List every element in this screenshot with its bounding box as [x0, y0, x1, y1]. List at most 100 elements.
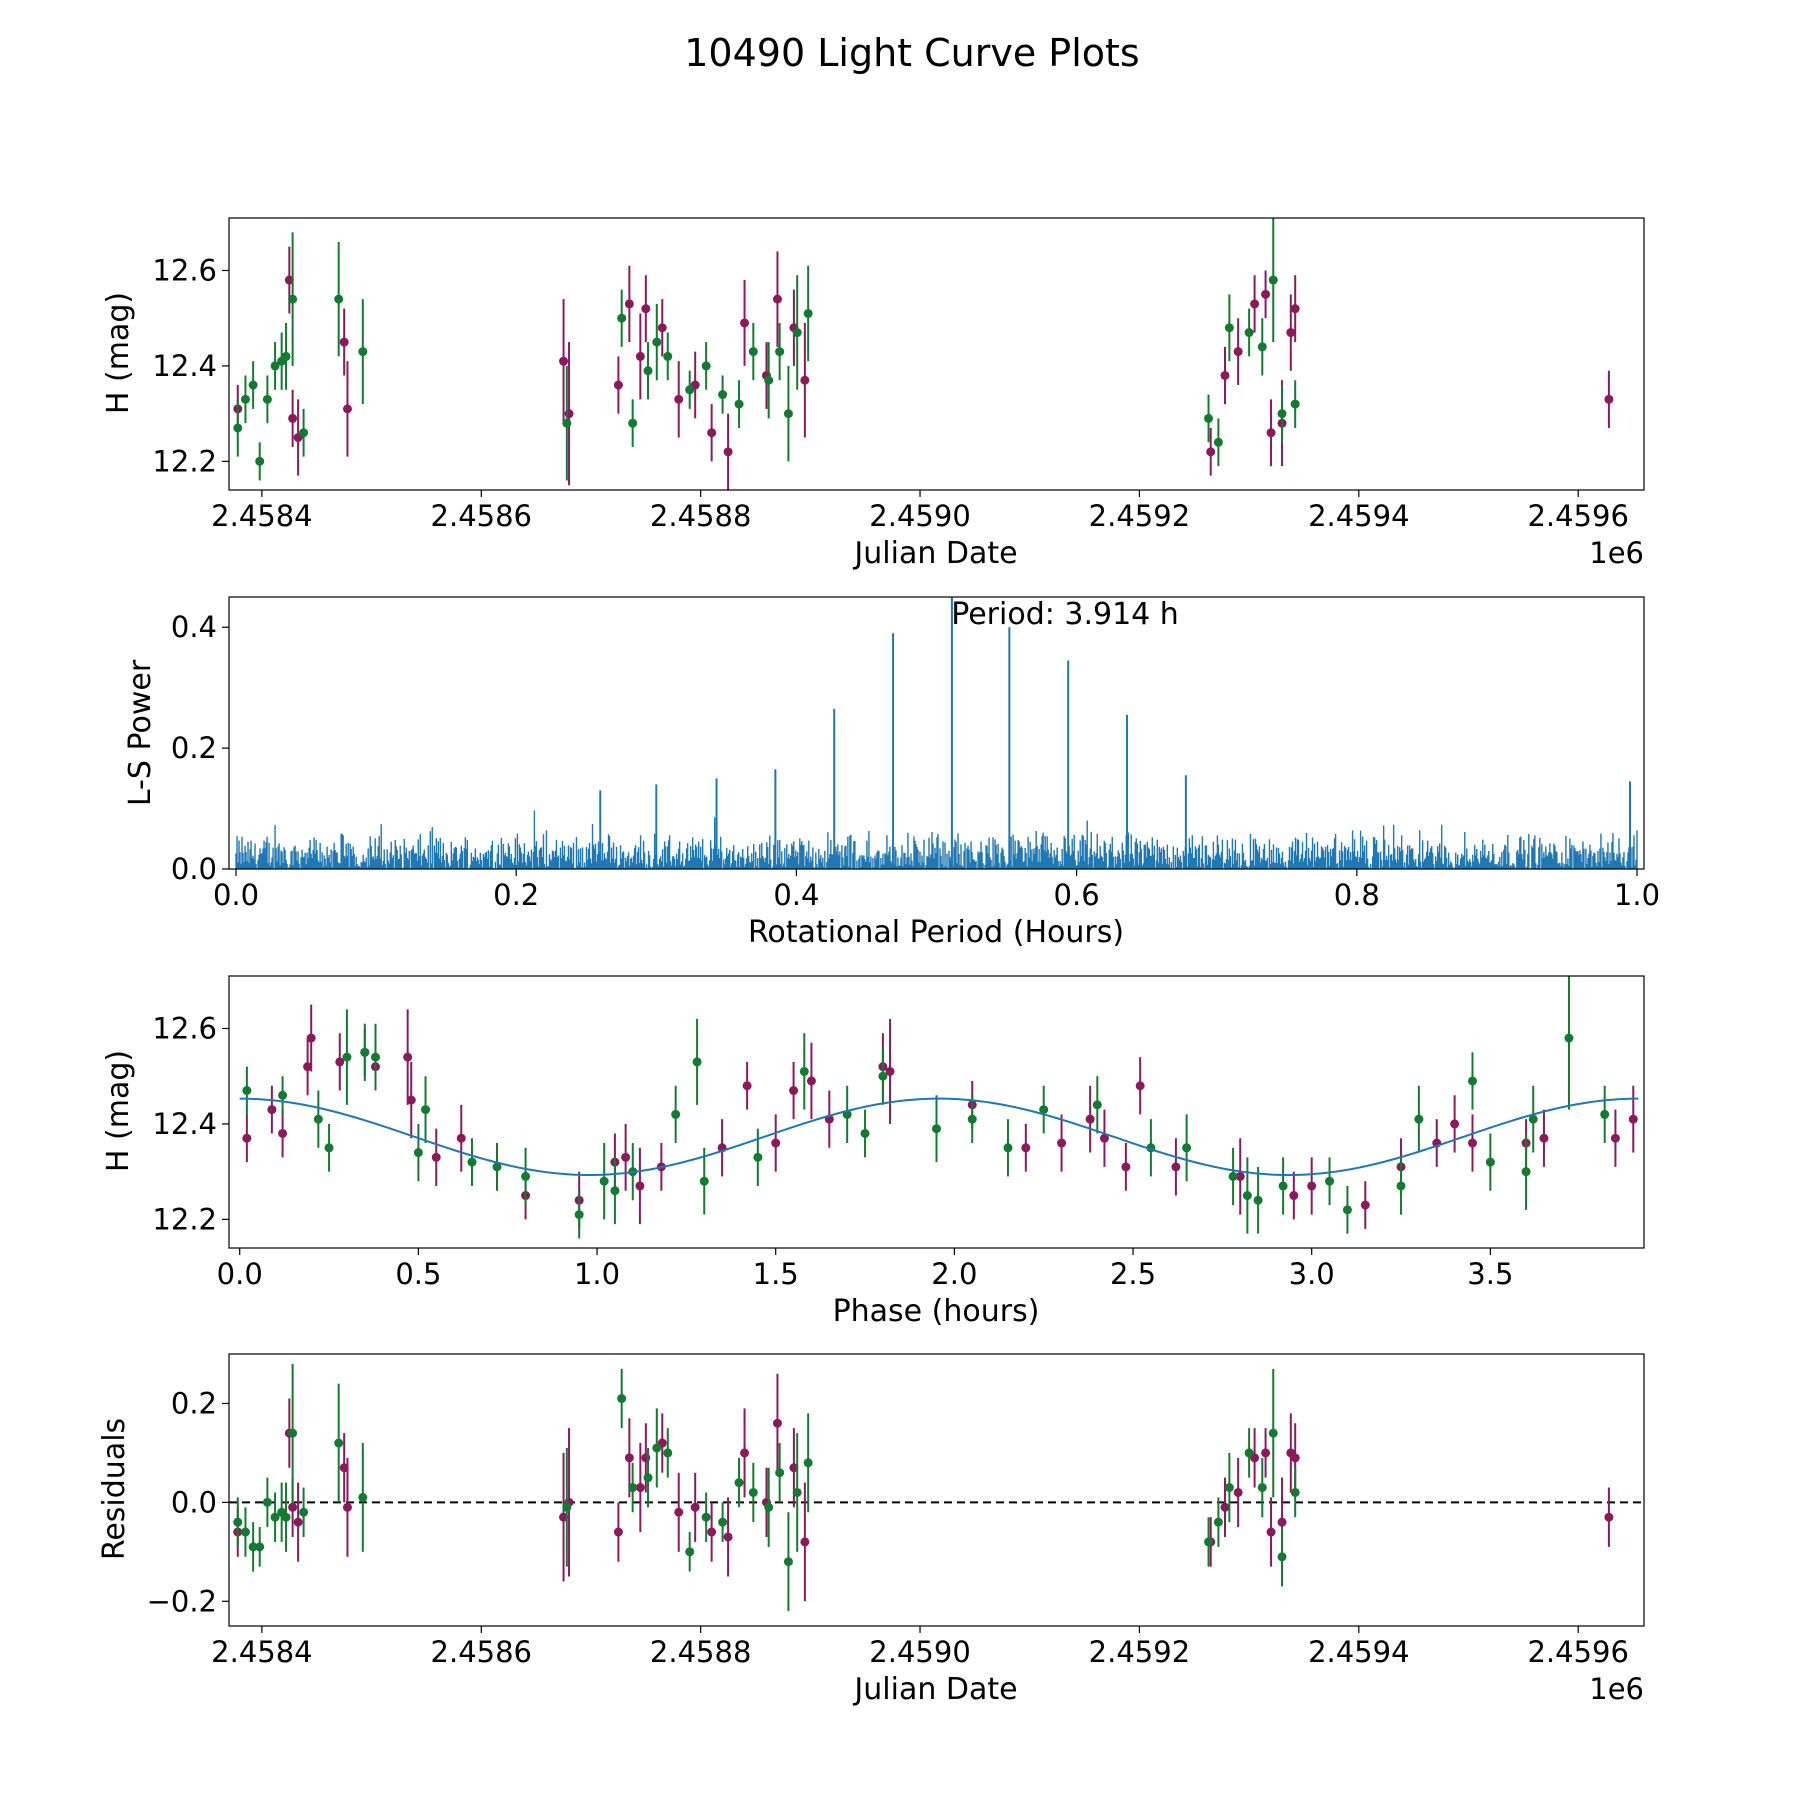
residuals-data-point	[248, 1542, 258, 1552]
phase-curve-ytick-label: 12.4	[152, 1107, 217, 1141]
light-curve-data-point	[1213, 437, 1223, 447]
residuals-data-point	[559, 1512, 569, 1522]
phase-curve-data-point	[599, 1176, 609, 1186]
residuals-plot-area: 2.4584 2.4586 2.4588 2.4590 2.4592 2.4594 2.45…	[147, 1353, 1645, 1669]
phase-curve-data-point	[1021, 1143, 1031, 1153]
phase-curve-data-point	[267, 1105, 277, 1115]
light-curve-series-b	[233, 218, 1300, 481]
residuals-data-point	[748, 1487, 758, 1497]
phase-curve-data-point	[610, 1186, 620, 1196]
residuals-x-offset: 1e6	[1589, 1672, 1644, 1706]
phase-curve-data-point	[467, 1157, 477, 1167]
residuals-data-point	[1290, 1487, 1300, 1497]
phase-curve-data-point	[303, 1062, 313, 1072]
residuals-data-point	[1268, 1428, 1278, 1438]
residuals-data-point	[690, 1502, 700, 1512]
light-curve-xtick-label: 2.4596	[1527, 499, 1628, 533]
residuals-ylabel: Residuals	[97, 1418, 132, 1560]
light-curve-data-point	[657, 323, 667, 333]
residuals-data-point	[339, 1463, 349, 1473]
phase-curve-data-point	[1228, 1171, 1238, 1181]
light-curve-data-point	[339, 337, 349, 347]
residuals-data-point	[358, 1492, 368, 1502]
light-curve-data-point	[643, 366, 653, 376]
residuals-data-point	[288, 1502, 298, 1512]
phase-curve-data-point	[1003, 1143, 1013, 1153]
phase-curve-data-point	[1092, 1100, 1102, 1110]
phase-curve-data-point	[306, 1033, 316, 1043]
light-curve-xtick-label: 2.4586	[431, 499, 532, 533]
light-curve-data-point	[1224, 323, 1234, 333]
phase-curve-data-point	[1085, 1114, 1095, 1124]
residuals-data-point	[775, 1468, 785, 1478]
residuals-data-point	[293, 1517, 303, 1527]
phase-curve-panel: 0.0 0.5 1.0 1.5 2.0 2.5 3.0 3.5 12.2 12.4 12.6 Pha…	[101, 975, 1645, 1329]
phase-curve-ytick-label: 12.6	[152, 1011, 217, 1045]
residuals-data-point	[1261, 1448, 1271, 1458]
phase-curve-data-point	[671, 1109, 681, 1119]
phase-curve-data-point	[313, 1114, 323, 1124]
periodogram-noise-line	[235, 810, 1638, 869]
light-curve-data-point	[358, 347, 368, 357]
residuals-data-point	[342, 1502, 352, 1512]
light-curve-data-point	[663, 351, 673, 361]
light-curve-plot-area: 2.4584 2.4586 2.4588 2.4590 2.4592 2.4594 2.45…	[152, 217, 1645, 533]
light-curve-data-point	[240, 394, 250, 404]
residuals-series-a	[233, 1373, 1614, 1602]
phase-curve-data-point	[1253, 1195, 1263, 1205]
phase-curve-xtick-label: 0.5	[395, 1257, 441, 1291]
residuals-data-point	[1604, 1512, 1614, 1522]
light-curve-data-point	[641, 304, 651, 314]
phase-curve-data-point	[360, 1047, 370, 1057]
light-curve-data-point	[288, 413, 298, 423]
phase-curve-data-point	[1396, 1181, 1406, 1191]
light-curve-ytick-label: 12.2	[152, 444, 217, 478]
phase-curve-data-point	[742, 1081, 752, 1091]
residuals-data-point	[663, 1448, 673, 1458]
light-curve-xtick-label: 2.4584	[211, 499, 312, 533]
phase-curve-data-point	[421, 1105, 431, 1115]
light-curve-data-point	[1250, 299, 1260, 309]
light-curve-data-point	[764, 375, 774, 385]
periodogram-xtick-label: 0.8	[1334, 878, 1380, 912]
residuals-data-point	[701, 1512, 711, 1522]
light-curve-data-point	[562, 418, 572, 428]
residuals-xtick-label: 2.4584	[211, 1635, 312, 1669]
phase-curve-data-point	[1450, 1119, 1460, 1129]
phase-curve-data-point	[1099, 1133, 1109, 1143]
light-curve-data-point	[1277, 409, 1287, 419]
phase-curve-data-point	[1057, 1138, 1067, 1148]
residuals-xtick-label: 2.4586	[431, 1635, 532, 1669]
residuals-data-point	[240, 1527, 250, 1537]
light-curve-data-point	[674, 394, 684, 404]
residuals-data-point	[1277, 1517, 1287, 1527]
phase-curve-data-point	[1325, 1176, 1335, 1186]
phase-curve-data-point	[335, 1057, 345, 1067]
light-curve-data-point	[701, 361, 711, 371]
phase-curve-data-point	[431, 1152, 441, 1162]
residuals-data-point	[792, 1487, 802, 1497]
period-annotation: Period: 3.914 h	[951, 597, 1179, 632]
light-curve-data-point	[288, 294, 298, 304]
residuals-data-point	[617, 1394, 627, 1404]
residuals-data-point	[628, 1483, 638, 1493]
light-curve-data-point	[1266, 428, 1276, 438]
phase-curve-xtick-label: 0.0	[217, 1257, 263, 1291]
phase-curve-xtick-label: 2.5	[1110, 1257, 1156, 1291]
phase-curve-xtick-label: 1.0	[574, 1257, 620, 1291]
residuals-data-point	[800, 1537, 810, 1547]
phase-curve-data-point	[574, 1210, 584, 1220]
periodogram-ytick-label: 0.4	[171, 610, 217, 644]
light-curve-data-point	[262, 394, 272, 404]
phase-curve-xtick-label: 2.0	[931, 1257, 977, 1291]
residuals-data-point	[789, 1463, 799, 1473]
light-curve-ytick-label: 12.4	[152, 349, 217, 383]
light-curve-ylabel: H (mag)	[101, 292, 136, 414]
light-curve-data-point	[248, 380, 258, 390]
residuals-data-point	[1204, 1537, 1214, 1547]
light-curve-data-point	[1290, 399, 1300, 409]
light-curve-data-point	[1206, 447, 1216, 457]
light-curve-data-point	[707, 428, 717, 438]
clip3-marks	[229, 1363, 1644, 1612]
